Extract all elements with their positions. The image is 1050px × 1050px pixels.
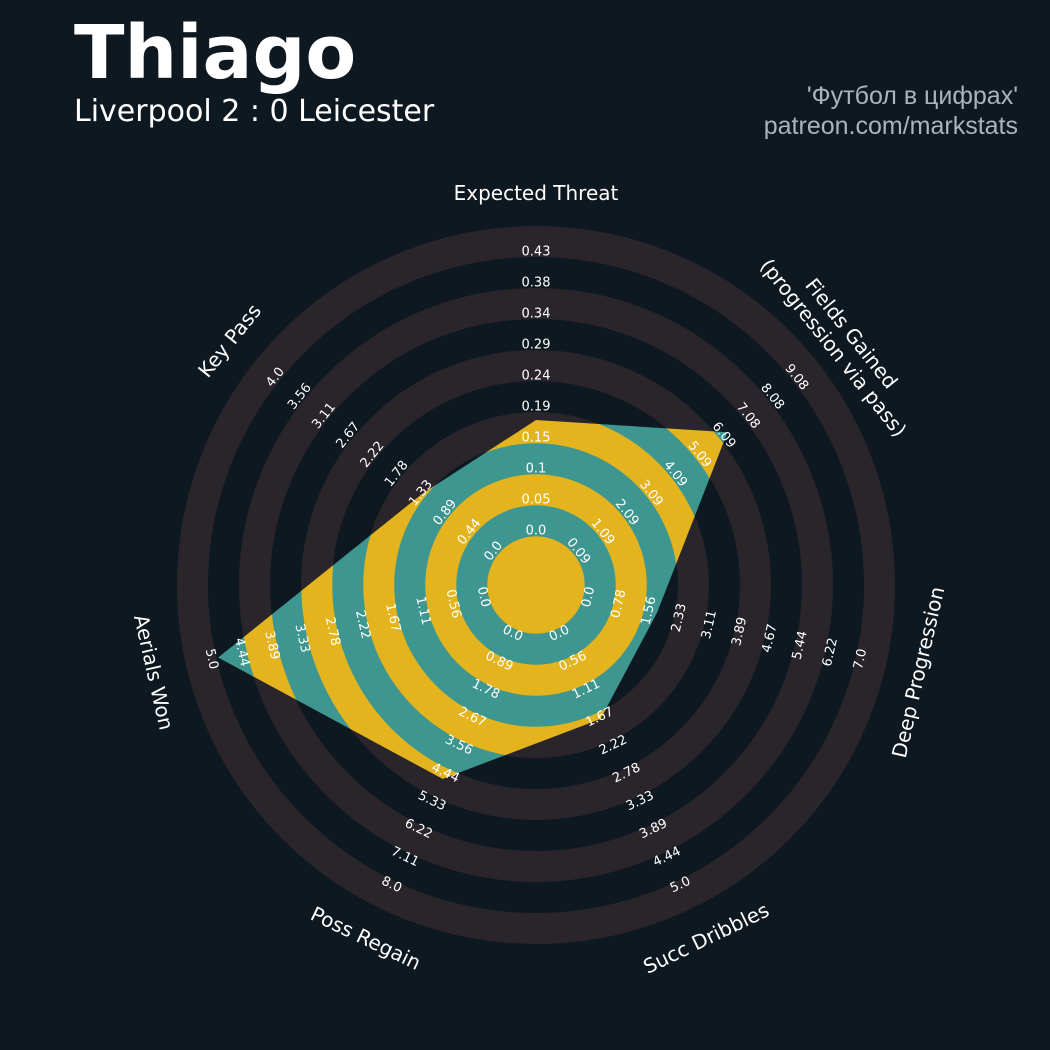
tick-label-5-9: 5.0: [202, 647, 221, 671]
tick-label-2-3: 2.33: [669, 602, 690, 634]
tick-label-5-5: 2.78: [322, 616, 343, 648]
series-core: [487, 536, 585, 634]
tick-label-5-7: 3.89: [261, 630, 282, 662]
tick-label-2-1: 0.78: [608, 588, 629, 620]
tick-label-0-9: 0.43: [522, 245, 551, 260]
credit-block: 'Футбол в цифрах' patreon.com/markstats: [764, 82, 1018, 141]
tick-label-0-3: 0.15: [522, 431, 551, 446]
ring-band-7: [239, 288, 833, 882]
series-band-2: [393, 442, 679, 728]
axis-label-line-0-0: Expected Threat: [454, 181, 619, 205]
series-band-5: [300, 420, 728, 779]
tick-label-2-7: 5.44: [790, 630, 811, 662]
axis-label-0: Expected Threat: [454, 181, 619, 205]
tick-label-2-9: 7.0: [851, 647, 870, 671]
tick-label-0-7: 0.34: [522, 307, 551, 322]
axis-label-line-2-0: Deep Progression: [887, 584, 949, 760]
tick-label-5-1: 0.56: [443, 588, 464, 620]
tick-label-2-8: 6.22: [820, 636, 841, 668]
tick-label-0-5: 0.24: [522, 369, 551, 384]
tick-label-0-1: 0.05: [522, 493, 551, 508]
series-band-0: [455, 504, 617, 666]
credit-line-1: 'Футбол в цифрах': [806, 82, 1018, 110]
tick-label-5-0: 0.0: [474, 585, 493, 609]
series-band-1: [424, 473, 648, 697]
tick-label-5-6: 3.33: [291, 623, 312, 655]
tick-label-0-4: 0.19: [522, 400, 551, 415]
tick-label-0-2: 0.1: [526, 462, 547, 477]
tick-label-0-8: 0.38: [522, 276, 551, 291]
credit-line-2: patreon.com/markstats: [763, 111, 1018, 140]
tick-label-5-4: 2.22: [352, 609, 373, 641]
tick-label-0-6: 0.29: [522, 338, 551, 353]
axis-label-5: Aerials Won: [129, 612, 179, 732]
tick-label-5-2: 1.11: [412, 595, 433, 627]
tick-label-0-0: 0.0: [526, 524, 547, 539]
axis-label-2: Deep Progression: [887, 584, 949, 760]
axis-label-line-5-0: Aerials Won: [129, 612, 179, 732]
tick-label-2-2: 1.56: [639, 595, 660, 627]
tick-label-5-3: 1.67: [382, 602, 403, 634]
tick-label-2-4: 3.11: [699, 609, 720, 641]
match-subtitle: Liverpool 2 : 0 Leicester: [74, 94, 435, 129]
tick-label-2-5: 3.89: [729, 616, 750, 648]
tick-label-2-0: 0.0: [579, 585, 598, 609]
player-title: Thiago: [74, 10, 357, 96]
tick-label-2-6: 4.67: [759, 623, 780, 655]
ring-band-9: [177, 226, 895, 944]
tick-label-5-8: 4.44: [231, 636, 252, 668]
